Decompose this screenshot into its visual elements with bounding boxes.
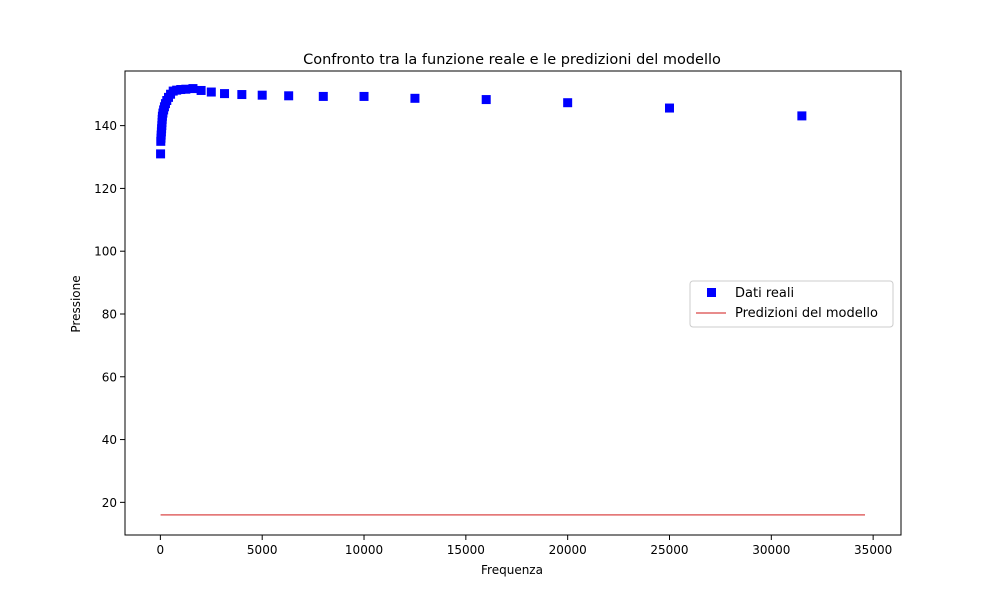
- data-point: [196, 85, 206, 95]
- data-point: [220, 89, 230, 99]
- y-tick-label: 40: [102, 433, 117, 447]
- data-point: [318, 91, 328, 101]
- y-tick-label: 60: [102, 370, 117, 384]
- x-tick-label: 30000: [752, 543, 790, 557]
- y-tick-label: 140: [94, 119, 117, 133]
- legend-label-dati-reali: Dati reali: [735, 286, 794, 301]
- legend-marker-dati-reali: [707, 288, 716, 297]
- data-point: [176, 85, 186, 95]
- legend-label-predizioni: Predizioni del modello: [735, 306, 878, 321]
- data-point: [481, 95, 491, 105]
- data-point: [188, 84, 198, 94]
- data-point: [284, 91, 294, 101]
- x-tick-label: 15000: [447, 543, 485, 557]
- x-tick-label: 20000: [549, 543, 587, 557]
- y-axis-label: Pressione: [69, 275, 83, 332]
- data-point: [181, 84, 191, 94]
- y-tick-label: 120: [94, 182, 117, 196]
- data-point: [410, 93, 420, 103]
- data-point: [156, 149, 166, 159]
- data-point: [359, 91, 369, 101]
- plot-area: [156, 84, 865, 516]
- axis-ticks: 0 5000 10000 15000 20000 25000 30000 35000 20 40 6…: [94, 119, 892, 557]
- data-point: [563, 98, 573, 108]
- y-tick-label: 80: [102, 307, 117, 321]
- x-tick-label: 25000: [650, 543, 688, 557]
- data-point: [797, 111, 807, 121]
- chart-title: Confronto tra la funzione reale e le pre…: [303, 52, 721, 68]
- x-tick-label: 10000: [345, 543, 383, 557]
- y-tick-label: 20: [102, 496, 117, 510]
- data-point: [237, 90, 247, 100]
- axes-frame: [124, 70, 902, 536]
- legend-box: [689, 280, 894, 328]
- y-tick-label: 100: [94, 245, 117, 259]
- x-tick-label: 5000: [247, 543, 278, 557]
- x-tick-label: 0: [157, 543, 165, 557]
- data-point: [206, 87, 216, 97]
- data-point: [664, 103, 674, 113]
- x-axis-label: Frequenza: [481, 563, 543, 577]
- x-tick-label: 35000: [854, 543, 892, 557]
- data-point: [257, 90, 267, 100]
- legend: Dati reali Predizioni del modello: [689, 280, 894, 328]
